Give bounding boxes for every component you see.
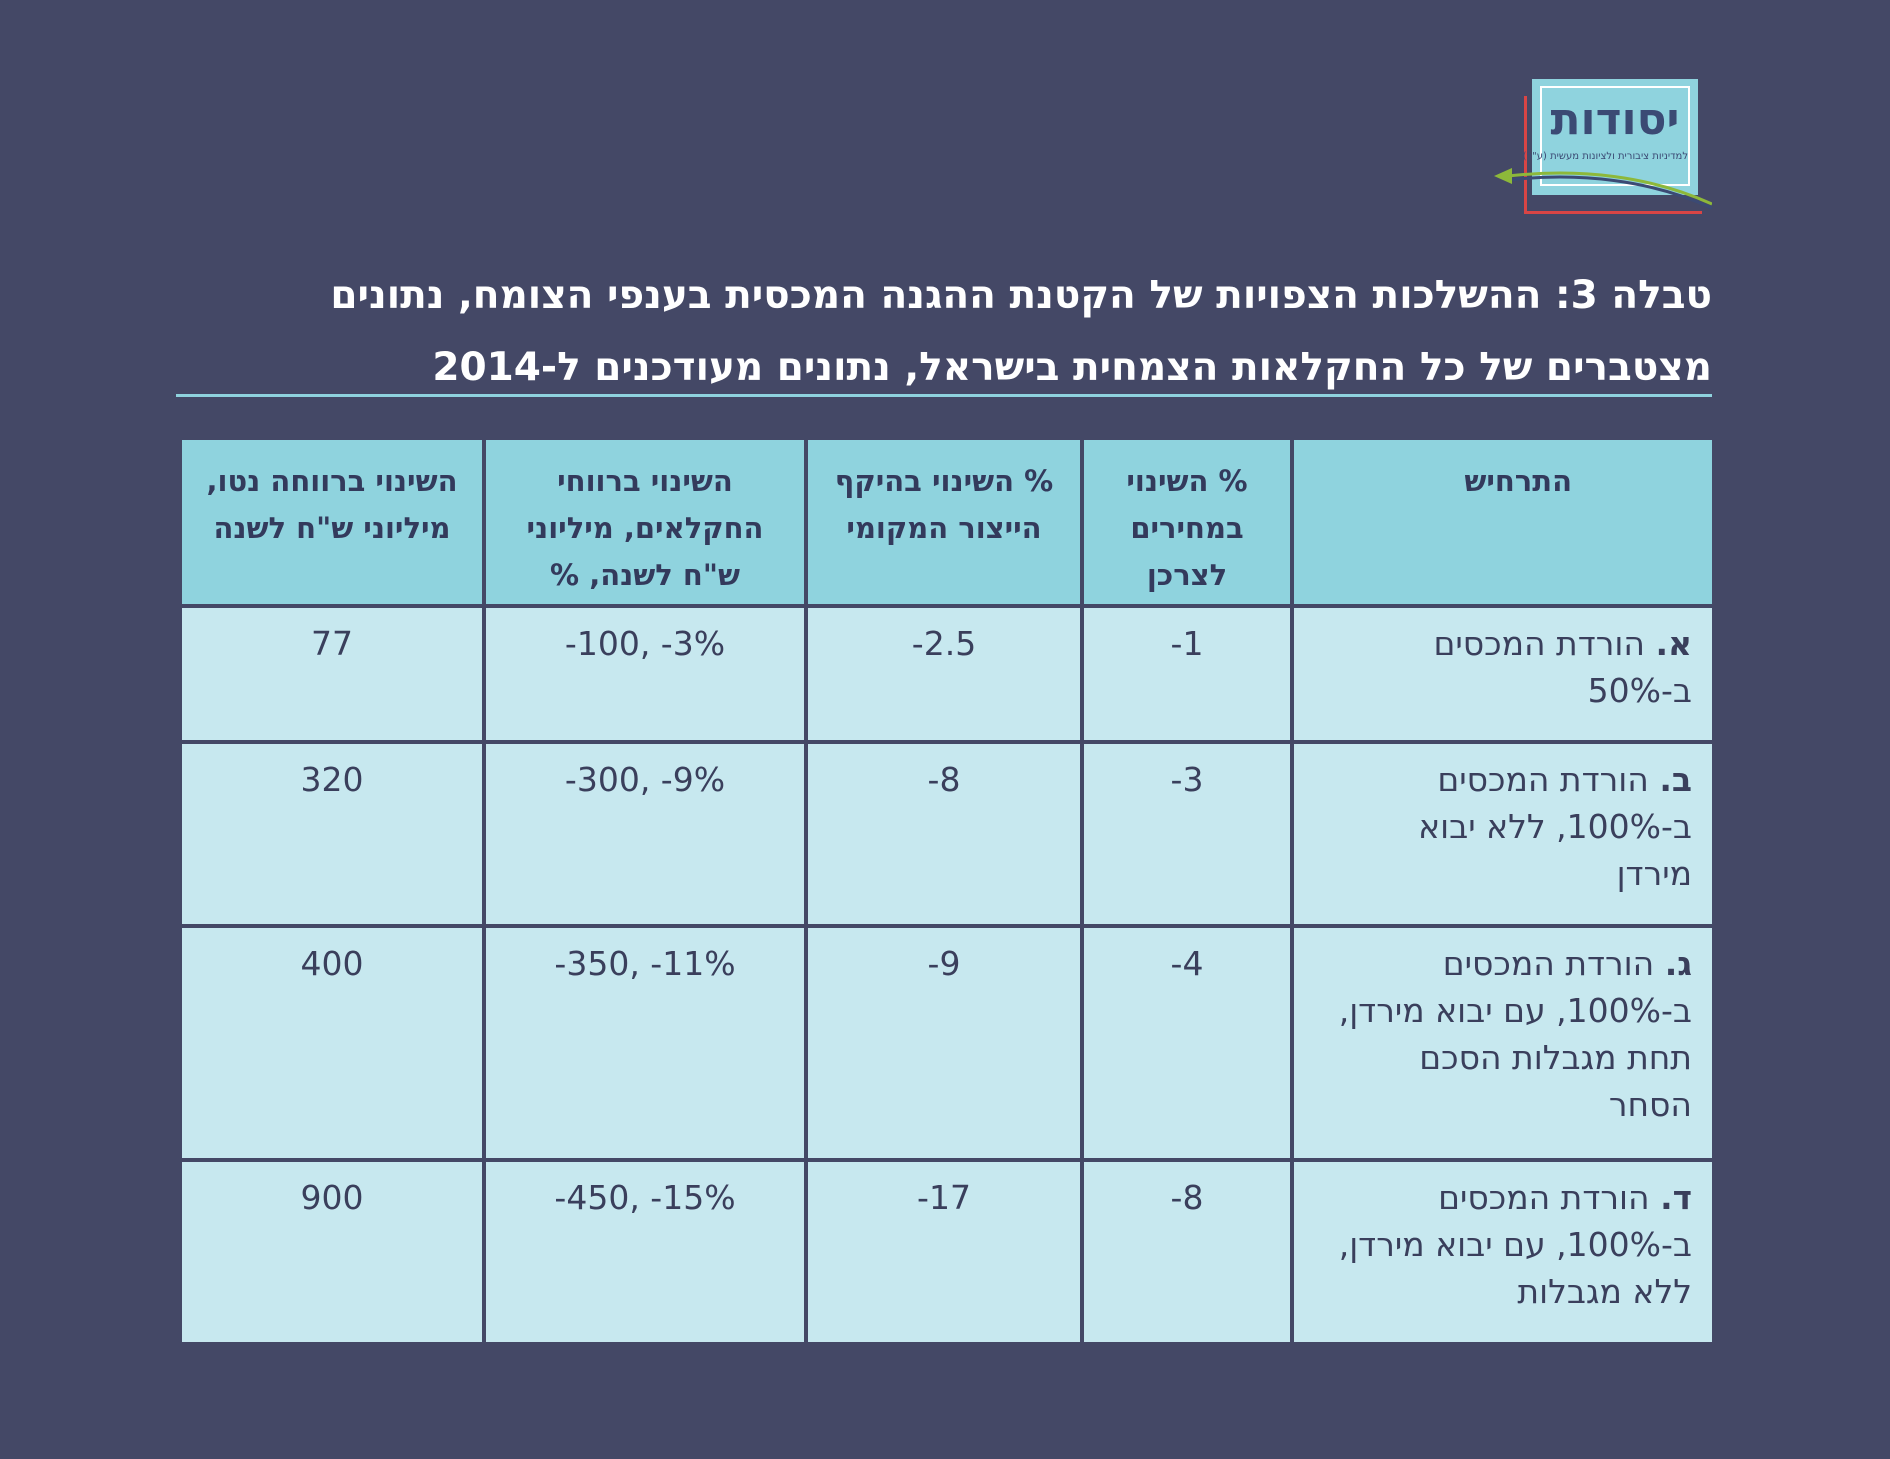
title-line-2: מצטברים של כל החקלאות הצמחית בישראל, נתו… [432, 345, 1712, 390]
logo-arrow-icon [1494, 168, 1712, 210]
table-row: ב. הורדת המכסים ב-100%, ללא יבוא מירדן -… [178, 740, 1716, 928]
scenario-cell: ג. הורדת המכסים ב-100%, עם יבוא מירדן, ת… [1290, 924, 1716, 1162]
scenario-letter: ב. [1659, 760, 1692, 799]
scenario-text: הורדת המכסים ב-100%, עם יבוא מירדן, תחת … [1338, 944, 1692, 1124]
logo-white-frame [1540, 86, 1690, 186]
header-local-production: % השינוי בהיקף הייצור המקומי [804, 436, 1084, 608]
local-production-cell: -8 [804, 740, 1084, 928]
net-welfare-cell: 900 [178, 1158, 486, 1346]
scenario-text: הורדת המכסים ב-50% [1433, 624, 1692, 710]
consumer-price-cell: -8 [1080, 1158, 1294, 1346]
table-row: ג. הורדת המכסים ב-100%, עם יבוא מירדן, ת… [178, 924, 1716, 1162]
consumer-price-cell: -4 [1080, 924, 1294, 1162]
consumer-price-cell: -3 [1080, 740, 1294, 928]
results-table: התרחיש % השינוי במחירים לצרכן % השינוי ב… [178, 436, 1716, 1346]
local-production-cell: -9 [804, 924, 1084, 1162]
consumer-price-cell: -1 [1080, 604, 1294, 744]
scenario-letter: ג. [1664, 944, 1692, 983]
logo-tagline: למדיניות ציבורית ולציונות מעשית (ע"ר) [1522, 151, 1688, 162]
local-production-cell: -17 [804, 1158, 1084, 1346]
logo-red-frame [1524, 96, 1702, 214]
title-line-1: טבלה 3: ההשלכות הצפויות של הקטנת ההגנה ה… [330, 273, 1712, 318]
scenario-cell: ד. הורדת המכסים ב-100%, עם יבוא מירדן, ל… [1290, 1158, 1716, 1346]
yesodot-logo: יסודות למדיניות ציבורית ולציונות מעשית (… [1490, 76, 1712, 214]
net-welfare-cell: 77 [178, 604, 486, 744]
scenario-cell: א. הורדת המכסים ב-50% [1290, 604, 1716, 744]
farmer-profit-cell: -450, -15% [482, 1158, 808, 1346]
farmer-profit-cell: -300, -9% [482, 740, 808, 928]
title-divider [176, 394, 1712, 397]
scenario-text: הורדת המכסים ב-100%, ללא יבוא מירדן [1418, 760, 1692, 893]
local-production-cell: -2.5 [804, 604, 1084, 744]
scenario-letter: א. [1655, 624, 1692, 663]
table-title: טבלה 3: ההשלכות הצפויות של הקטנת ההגנה ה… [176, 260, 1712, 404]
farmer-profit-cell: -350, -11% [482, 924, 808, 1162]
logo-name: יסודות [1550, 94, 1680, 145]
farmer-profit-cell: -100, -3% [482, 604, 808, 744]
net-welfare-cell: 400 [178, 924, 486, 1162]
scenario-text: הורדת המכסים ב-100%, עם יבוא מירדן, ללא … [1338, 1178, 1692, 1311]
header-consumer-price: % השינוי במחירים לצרכן [1080, 436, 1294, 608]
header-scenario: התרחיש [1290, 436, 1716, 608]
scenario-cell: ב. הורדת המכסים ב-100%, ללא יבוא מירדן [1290, 740, 1716, 928]
net-welfare-cell: 320 [178, 740, 486, 928]
header-farmer-profit: השינוי ברווחי החקלאים, מיליוני ש"ח לשנה,… [482, 436, 808, 608]
header-net-welfare: השינוי ברווחה נטו, מיליוני ש"ח לשנה [178, 436, 486, 608]
table-header-row: התרחיש % השינוי במחירים לצרכן % השינוי ב… [178, 436, 1716, 608]
table-row: ד. הורדת המכסים ב-100%, עם יבוא מירדן, ל… [178, 1158, 1716, 1346]
scenario-letter: ד. [1660, 1178, 1692, 1217]
table-row: א. הורדת המכסים ב-50% -1 -2.5 -100, -3% … [178, 604, 1716, 744]
